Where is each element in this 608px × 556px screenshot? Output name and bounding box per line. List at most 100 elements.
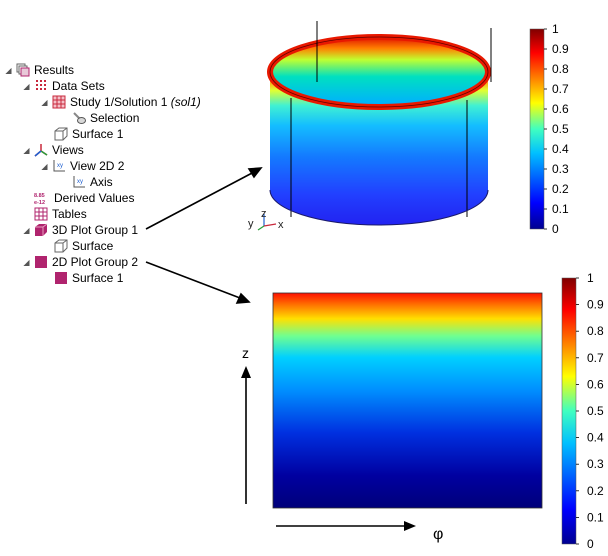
expand-toggle-icon[interactable]: ◢	[23, 225, 30, 235]
phi-arrow-head	[404, 521, 416, 531]
colorbar-tick-label: 1	[587, 272, 594, 285]
colorbar-tick-label: 0.5	[587, 404, 604, 418]
results-icon	[16, 63, 30, 77]
colorbar-bottom: 1 0.9 0.8 0.7 0.6 0.5 0.4 0.3 0.2 0.1 0	[561, 272, 604, 551]
colorbar-tick-label: 0.8	[587, 324, 604, 338]
tree-item-solution[interactable]: ◢ Study 1/Solution 1 (sol1)	[40, 94, 201, 110]
tree-item-views[interactable]: ◢ Views	[22, 142, 84, 158]
tree-item-view-2d[interactable]: ◢ xy View 2D 2	[40, 158, 124, 174]
plot-3d-view[interactable]: z y x	[240, 10, 530, 240]
triad-x-axis	[263, 223, 277, 227]
colorbar-tick-label: 0.1	[587, 510, 604, 524]
tables-icon	[34, 207, 48, 221]
tree-item-label: Derived Values	[54, 191, 135, 205]
colorbar-tick-label: 0.7	[587, 351, 604, 365]
plot-2d-icon	[34, 255, 48, 269]
colorbar-tick-label: 0.2	[552, 182, 569, 196]
tree-item-surface-dataset[interactable]: Surface 1	[54, 126, 123, 142]
cylinder-shade	[270, 72, 488, 225]
z-arrow-head	[241, 366, 251, 378]
arrow-3d-head	[247, 167, 263, 179]
surface-2d-icon	[54, 271, 68, 285]
tree-item-results[interactable]: ◢ Results	[4, 62, 74, 78]
tree-item-label: Study 1/Solution 1 (sol1)	[70, 94, 201, 110]
colorbar-tick-label: 0.6	[587, 377, 604, 391]
cylinder-rim-edge	[269, 36, 489, 108]
phi-axis-label: φ	[433, 526, 443, 543]
expand-toggle-icon[interactable]: ◢	[23, 257, 30, 267]
tree-item-derived-values[interactable]: 8.85 e-12 Derived Values	[34, 190, 134, 206]
colorbar-tick-label: 0.4	[587, 431, 604, 445]
triad-y-axis	[257, 225, 265, 231]
views-icon	[34, 143, 48, 157]
tree-item-label: Surface	[72, 239, 114, 253]
tree-item-2d-plot-group[interactable]: ◢ 2D Plot Group 2	[22, 254, 138, 270]
cylinder-bottom-edge	[269, 189, 489, 226]
axis-icon: xy	[72, 175, 86, 189]
colorbar-tick-label: 0.3	[587, 457, 604, 471]
view-2d-icon: xy	[52, 159, 66, 173]
colorbar-tick-label: 0.8	[552, 62, 569, 76]
colorbar-tick-label: 0	[587, 537, 594, 551]
colorbar-tick-label: 0.9	[552, 42, 569, 56]
tree-item-label: Views	[52, 143, 84, 157]
plot-3d-icon	[34, 223, 48, 237]
tree-item-label: Surface 1	[72, 271, 124, 285]
tree-item-3d-plot-group[interactable]: ◢ 3D Plot Group 1	[22, 222, 138, 238]
field-surface	[272, 292, 543, 509]
triad-z-label: z	[261, 208, 267, 220]
colorbar-tick-label: 0.1	[552, 202, 569, 216]
tree-item-label: 2D Plot Group 2	[52, 255, 139, 269]
arrow-2d-connector	[145, 261, 241, 299]
colorbar-top-ticks: 1 0.9 0.8 0.7 0.6 0.5 0.4 0.3 0.2 0.1 0	[544, 24, 569, 236]
tree-item-axis[interactable]: xy Axis	[72, 174, 113, 190]
expand-toggle-icon[interactable]: ◢	[23, 145, 30, 155]
triad-y-label: y	[248, 218, 254, 230]
colorbar-bottom-ticks: 1 0.9 0.8 0.7 0.6 0.5 0.4 0.3 0.2 0.1 0	[576, 272, 604, 551]
tree-item-label: Results	[34, 63, 75, 77]
tree-item-selection[interactable]: Selection	[72, 110, 139, 126]
data-sets-icon	[34, 79, 48, 93]
tree-item-label: Selection	[90, 111, 140, 125]
tree-item-label: 3D Plot Group 1	[52, 223, 139, 237]
expand-toggle-icon[interactable]: ◢	[41, 97, 48, 107]
colorbar-tick-label: 0.9	[587, 298, 604, 312]
surface-icon	[54, 239, 68, 253]
solution-icon	[52, 95, 66, 109]
colorbar-top-gradient	[529, 28, 545, 230]
tree-item-surface-2d[interactable]: Surface 1	[54, 270, 123, 286]
svg-text:xy: xy	[57, 163, 63, 169]
model-tree: ◢ Results ◢ Data Sets ◢ Study 1/Solution…	[0, 0, 200, 300]
colorbar-tick-label: 0.3	[552, 162, 569, 176]
svg-text:xy: xy	[77, 179, 83, 185]
derived-values-icon-bottom: e-12	[34, 200, 45, 205]
derived-values-icon: 8.85 e-12	[34, 191, 50, 206]
solution-label: Study 1/Solution 1	[70, 95, 171, 109]
colorbar-tick-label: 0.4	[552, 142, 569, 156]
arrow-2d-head	[235, 292, 251, 304]
colorbar-tick-label: 0.7	[552, 82, 569, 96]
colorbar-tick-label: 0	[552, 222, 559, 236]
plot-2d-view[interactable]: z φ	[230, 280, 608, 556]
tree-item-data-sets[interactable]: ◢ Data Sets	[22, 78, 104, 94]
derived-values-icon-top: 8.85	[34, 193, 45, 199]
tree-item-tables[interactable]: Tables	[34, 206, 87, 222]
expand-toggle-icon[interactable]: ◢	[23, 81, 30, 91]
colorbar-tick-label: 0.6	[552, 102, 569, 116]
tree-item-label: View 2D 2	[70, 159, 125, 173]
tree-item-label: Axis	[90, 175, 113, 189]
solution-tag: (sol1)	[170, 95, 201, 109]
colorbar-tick-label: 0.5	[552, 122, 569, 136]
expand-toggle-icon[interactable]: ◢	[5, 65, 12, 75]
tree-item-label: Tables	[52, 207, 87, 221]
selection-icon	[72, 111, 86, 125]
cylinder-outer-wall	[270, 72, 488, 225]
tree-item-surface[interactable]: Surface	[54, 238, 113, 254]
surface-dataset-icon	[54, 127, 68, 141]
tree-item-label: Surface 1	[72, 127, 124, 141]
colorbar-bottom-gradient	[561, 277, 577, 545]
expand-toggle-icon[interactable]: ◢	[41, 161, 48, 171]
arrow-3d-connector	[145, 171, 255, 230]
triad-x-label: x	[278, 219, 284, 231]
